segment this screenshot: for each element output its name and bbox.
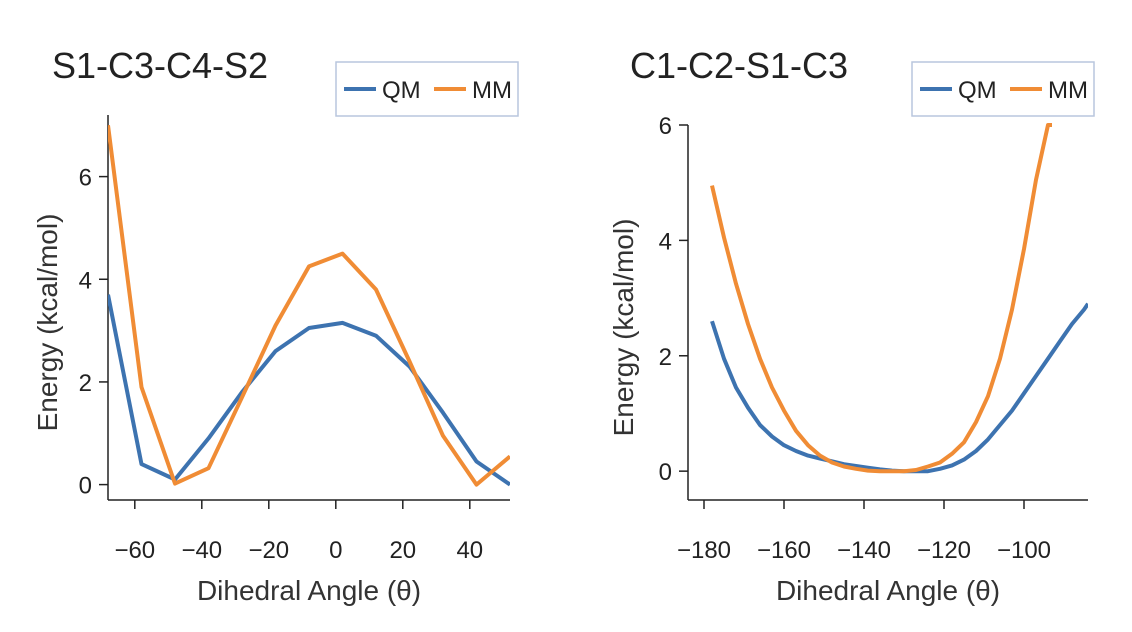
x-tick-label: −60 xyxy=(114,537,155,564)
y-tick-label: 0 xyxy=(659,459,672,486)
chart-dihedral-c1-c2-s1-c3: C1-C2-S1-C3 −180 −160 −140 −120 −100 0 2 4 6 Dihed… xyxy=(608,45,1095,606)
y-tick-label: 6 xyxy=(79,165,92,192)
x-tick-label: 0 xyxy=(329,537,342,564)
x-tick-label: −120 xyxy=(917,537,971,564)
x-axis-label: Dihedral Angle (θ) xyxy=(776,575,1000,606)
y-tick-label: 4 xyxy=(79,267,92,294)
x-tick-label: −160 xyxy=(757,537,811,564)
legend-label-mm: MM xyxy=(1048,77,1088,104)
x-tick-label: 40 xyxy=(456,537,483,564)
x-axis-label: Dihedral Angle (θ) xyxy=(197,575,421,606)
legend: QM MM xyxy=(911,61,1095,117)
legend-label-qm: QM xyxy=(382,77,421,104)
y-tick-label: 2 xyxy=(659,344,672,371)
x-tick-label: 20 xyxy=(389,537,416,564)
x-tick-label: −40 xyxy=(181,537,222,564)
series-line-mm xyxy=(710,123,1052,474)
x-tick-label: −180 xyxy=(677,537,731,564)
x-tick-label: −20 xyxy=(248,537,289,564)
x-tick-label: −100 xyxy=(997,537,1051,564)
y-tick-label: 4 xyxy=(659,228,672,255)
y-axis-label: Energy (kcal/mol) xyxy=(32,214,63,432)
y-tick-label: 2 xyxy=(79,370,92,397)
x-tick-label: −140 xyxy=(837,537,891,564)
series-group xyxy=(710,123,1088,474)
series-line-qm xyxy=(108,294,510,487)
chart-dihedral-s1-c3-c4-s2: S1-C3-C4-S2 −60 −40 −20 0 20 40 0 2 4 6 Dihedral An… xyxy=(32,45,519,606)
y-tick-label: 0 xyxy=(79,473,92,500)
y-tick-label: 6 xyxy=(659,113,672,140)
legend-label-qm: QM xyxy=(958,77,997,104)
chart-title: S1-C3-C4-S2 xyxy=(52,45,268,86)
chart-title: C1-C2-S1-C3 xyxy=(630,45,848,86)
series-line-qm xyxy=(710,302,1088,474)
legend: QM MM xyxy=(335,61,519,117)
legend-label-mm: MM xyxy=(472,77,512,104)
series-group xyxy=(108,125,510,487)
y-axis-label: Energy (kcal/mol) xyxy=(608,219,639,437)
series-line-mm xyxy=(108,125,510,487)
